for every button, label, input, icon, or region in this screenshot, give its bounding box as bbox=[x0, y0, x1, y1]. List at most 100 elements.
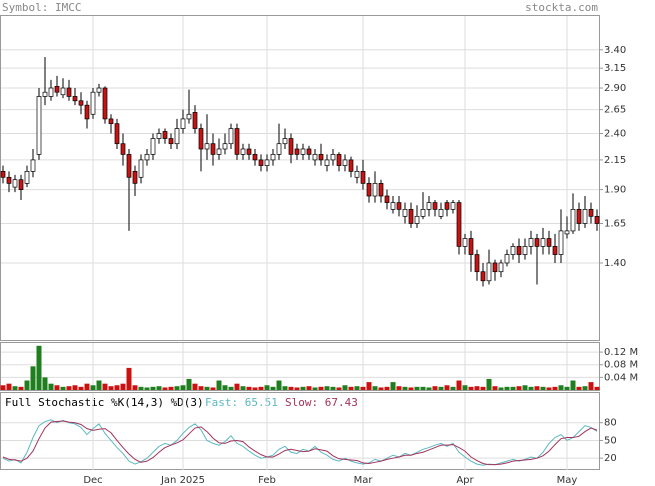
volume-bar bbox=[534, 386, 540, 390]
volume-bar bbox=[456, 380, 462, 390]
candle-body bbox=[492, 262, 498, 273]
volume-bar bbox=[180, 385, 186, 390]
volume-bar bbox=[432, 386, 438, 390]
volume-bar bbox=[42, 377, 48, 390]
candle-body bbox=[6, 176, 12, 184]
x-tick-label: Jan 2025 bbox=[160, 475, 205, 486]
fast-label: Fast: 65.51 bbox=[205, 396, 278, 409]
candle-body bbox=[366, 183, 372, 197]
volume-bar bbox=[576, 386, 582, 390]
volume-bar bbox=[324, 386, 330, 390]
candle-body bbox=[570, 209, 576, 232]
candle-body bbox=[102, 87, 108, 120]
y-tick-label: 1.65 bbox=[604, 219, 626, 230]
candle-body bbox=[444, 202, 450, 210]
volume-bar bbox=[522, 385, 528, 390]
volume-bar bbox=[114, 385, 120, 390]
candle-body bbox=[108, 118, 114, 125]
volume-bar bbox=[276, 380, 282, 390]
volume-bar bbox=[30, 366, 36, 390]
y-tick-label: 0.04 M bbox=[604, 372, 638, 383]
candle-body bbox=[402, 209, 408, 217]
volume-bar bbox=[480, 386, 486, 390]
volume-bar bbox=[96, 380, 102, 390]
volume-bar bbox=[462, 385, 468, 390]
volume-bar bbox=[510, 386, 516, 390]
candle-body bbox=[246, 148, 252, 155]
volume-bar bbox=[132, 385, 138, 390]
volume-bar bbox=[594, 386, 600, 390]
volume-bar bbox=[498, 387, 504, 390]
candle-body bbox=[222, 143, 228, 150]
candle-body bbox=[468, 238, 474, 255]
volume-bar bbox=[84, 383, 90, 390]
volume-bar bbox=[450, 386, 456, 390]
site: stockta.com bbox=[525, 1, 598, 14]
volume-bar bbox=[486, 378, 492, 390]
volume-bar bbox=[444, 385, 450, 390]
volume-bar bbox=[198, 386, 204, 390]
y-tick-label: 80 bbox=[604, 418, 617, 429]
candle-body bbox=[420, 209, 426, 217]
volume-bar bbox=[288, 386, 294, 390]
stochastic-title: Full Stochastic %K(14,3) %D(3) bbox=[5, 396, 204, 409]
candle-body bbox=[354, 171, 360, 178]
volume-bar bbox=[216, 380, 222, 390]
candle-body bbox=[252, 154, 258, 161]
candle-body bbox=[576, 209, 582, 224]
volume-bar bbox=[222, 385, 228, 390]
x-tick-label: Apr bbox=[456, 475, 474, 486]
volume-bar bbox=[240, 386, 246, 390]
candle-body bbox=[510, 246, 516, 255]
volume-bar bbox=[396, 386, 402, 390]
volume-bar bbox=[426, 387, 432, 390]
candle-body bbox=[282, 138, 288, 145]
volume-bar bbox=[150, 386, 156, 390]
y-tick-label: 2.65 bbox=[604, 105, 626, 116]
volume-bar bbox=[282, 386, 288, 390]
candle-body bbox=[186, 113, 192, 120]
volume-bar bbox=[366, 382, 372, 390]
volume-bar bbox=[0, 385, 6, 390]
candle-body bbox=[516, 246, 522, 255]
candle-body bbox=[498, 262, 504, 273]
candle-body bbox=[18, 179, 24, 190]
candle-body bbox=[150, 138, 156, 155]
candle-body bbox=[204, 143, 210, 150]
candle-body bbox=[174, 128, 180, 145]
fast-name: Fast: bbox=[205, 396, 238, 409]
candle-body bbox=[558, 230, 564, 255]
candle-body bbox=[456, 202, 462, 247]
volume-bar bbox=[492, 386, 498, 390]
volume-bar bbox=[156, 386, 162, 390]
candle-body bbox=[288, 138, 294, 155]
candle-body bbox=[318, 154, 324, 161]
candle-body bbox=[306, 148, 312, 155]
y-tick-label: 0.12 M bbox=[604, 347, 638, 358]
y-tick-label: 2.90 bbox=[604, 83, 626, 94]
candle-body bbox=[258, 159, 264, 166]
y-tick-label: 0.08 M bbox=[604, 360, 638, 371]
candle-body bbox=[546, 238, 552, 247]
volume-bar bbox=[264, 385, 270, 390]
volume-bar bbox=[258, 386, 264, 390]
slow-label: Slow: 67.43 bbox=[285, 396, 358, 409]
candle-body bbox=[78, 100, 84, 106]
volume-panel bbox=[0, 342, 600, 391]
volume-bar bbox=[108, 386, 114, 390]
candle-body bbox=[36, 96, 42, 155]
candle-body bbox=[228, 128, 234, 145]
volume-bar bbox=[144, 387, 150, 390]
volume-bar bbox=[588, 382, 594, 390]
volume-bar bbox=[306, 386, 312, 390]
volume-bar bbox=[546, 387, 552, 390]
candle-body bbox=[42, 91, 48, 97]
candle-body bbox=[66, 87, 72, 97]
candle-body bbox=[390, 202, 396, 210]
candle-body bbox=[474, 254, 480, 273]
candle-body bbox=[594, 215, 600, 224]
candle-body bbox=[486, 262, 492, 282]
volume-bar bbox=[120, 383, 126, 390]
y-tick-label: 2.15 bbox=[604, 155, 626, 166]
volume-bar bbox=[420, 386, 426, 390]
